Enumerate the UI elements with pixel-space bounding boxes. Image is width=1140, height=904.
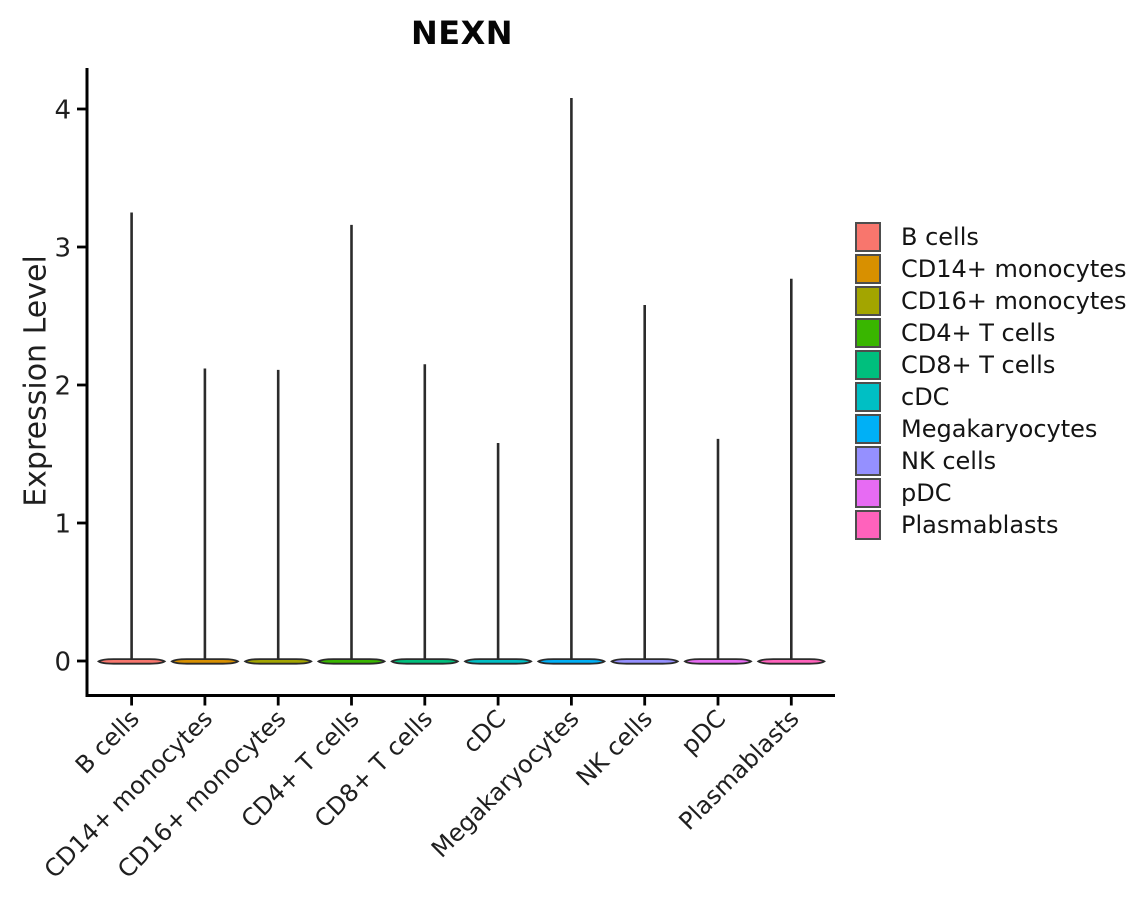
violin-cd14-monocytes — [170, 368, 240, 665]
legend-item-cd16-monocytes: CD16+ monocytes — [855, 286, 1127, 316]
violin-base — [536, 658, 607, 665]
violin-base — [316, 658, 387, 665]
legend-swatch — [855, 414, 881, 444]
legend-label: CD16+ monocytes — [901, 287, 1127, 315]
violin-base — [463, 658, 533, 665]
legend-swatch — [855, 222, 881, 252]
legend-item-cdc: cDC — [855, 382, 1127, 412]
legend-item-cd4-t-cells: CD4+ T cells — [855, 318, 1127, 348]
violin-base — [390, 658, 460, 665]
legend-item-b-cells: B cells — [855, 222, 1127, 252]
legend-swatch — [855, 446, 881, 476]
violin-base — [756, 658, 826, 665]
x-tick-label: NK cells — [571, 704, 658, 791]
legend-swatch — [855, 254, 881, 284]
legend-label: pDC — [901, 479, 952, 507]
legend-label: Megakaryocytes — [901, 415, 1098, 443]
violin-plasmablasts — [756, 278, 826, 665]
legend-swatch — [855, 382, 881, 412]
legend-item-plasmablasts: Plasmablasts — [855, 510, 1127, 540]
x-tick-label: pDC — [676, 704, 731, 759]
y-axis-title: Expression Level — [18, 255, 54, 507]
legend-swatch — [855, 478, 881, 508]
y-tick-label: 3 — [54, 234, 71, 264]
chart-title: NEXN — [410, 14, 514, 52]
violin-base — [610, 658, 680, 665]
legend-item-cd8-t-cells: CD8+ T cells — [855, 350, 1127, 380]
violin-cd4-t-cells — [316, 224, 387, 665]
legend-swatch — [855, 350, 881, 380]
violin-cd16-monocytes — [243, 369, 313, 665]
legend: B cells CD14+ monocytes CD16+ monocytes CD4… — [855, 222, 1127, 542]
violin-base — [96, 658, 167, 665]
legend-item-nk-cells: NK cells — [855, 446, 1127, 476]
violin-pdc — [683, 438, 753, 665]
violin-cdc — [463, 442, 533, 665]
y-tick-label: 1 — [54, 510, 71, 540]
y-tick-label: 4 — [54, 96, 71, 126]
legend-label: cDC — [901, 383, 950, 411]
legend-item-pdc: pDC — [855, 478, 1127, 508]
violin-base — [683, 658, 753, 665]
x-tick-label: cDC — [457, 704, 511, 758]
legend-label: CD8+ T cells — [901, 351, 1056, 379]
legend-label: CD14+ monocytes — [901, 255, 1127, 283]
violin-cd8-t-cells — [390, 364, 460, 665]
violin-megakaryocytes — [536, 97, 607, 665]
legend-swatch — [855, 318, 881, 348]
legend-label: Plasmablasts — [901, 511, 1059, 539]
legend-label: CD4+ T cells — [901, 319, 1056, 347]
legend-label: NK cells — [901, 447, 997, 475]
legend-label: B cells — [901, 223, 979, 251]
legend-swatch — [855, 510, 881, 540]
violin-base — [170, 658, 240, 665]
legend-item-megakaryocytes: Megakaryocytes — [855, 414, 1127, 444]
violin-nk-cells — [610, 304, 680, 665]
violin-b-cells — [96, 212, 167, 665]
legend-item-cd14-monocytes: CD14+ monocytes — [855, 254, 1127, 284]
y-tick-label: 0 — [54, 648, 71, 678]
violin-base — [243, 658, 313, 665]
legend-swatch — [855, 286, 881, 316]
y-tick-label: 2 — [54, 372, 71, 402]
